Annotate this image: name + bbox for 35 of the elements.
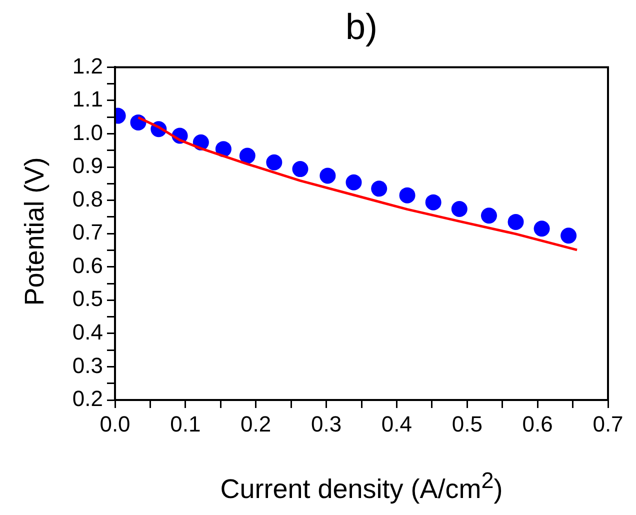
chart-title: b) [344,6,378,48]
point [239,148,256,164]
y-tick-label: 1.0 [72,120,103,145]
x-tick-label: 0.7 [592,411,624,436]
y-tick-label: 0.2 [72,386,103,412]
point [534,220,550,237]
x-tick-label: 0.0 [100,411,130,436]
y-tick-label: 0.7 [72,220,103,245]
point [425,194,442,210]
y-tick-label: 1.1 [72,86,103,112]
point [320,168,336,184]
x-axis-title: Current density (A/cm$^{2}$) [219,468,504,505]
x-tick-label: 0.2 [240,411,272,436]
y-axis-title: Potential (V) [20,156,50,308]
y-tick-label: 0.9 [72,153,103,178]
point [399,187,416,204]
x-tick-label: 0.5 [452,411,482,436]
point [451,200,468,217]
y-tick-label: 0.3 [72,352,103,378]
point [560,228,577,244]
x-tick-label: 0.1 [170,411,201,436]
y-tick-label: 0.5 [72,286,103,312]
y-tick-label: 1.2 [72,53,103,78]
point [480,208,497,224]
x-tick-label: 0.3 [310,411,342,436]
point [346,174,362,190]
point [508,214,524,230]
point [292,161,308,178]
y-tick-label: 0.6 [72,252,103,278]
x-tick-label: 0.4 [381,411,412,436]
point [266,154,282,170]
y-tick-label: 0.8 [72,186,103,212]
y-tick-label: 0.4 [72,320,103,345]
x-tick-label: 0.6 [522,411,553,436]
point [371,180,388,197]
